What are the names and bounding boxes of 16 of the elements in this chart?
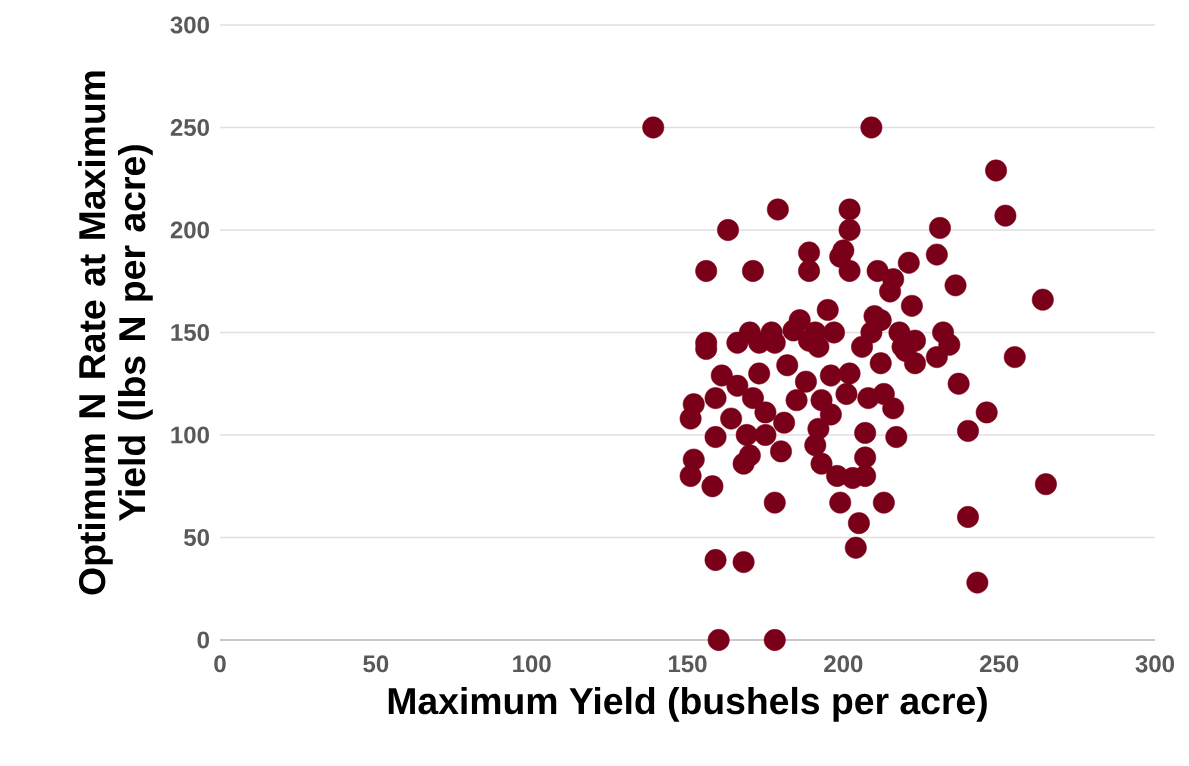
x-tick-label: 150: [668, 655, 707, 673]
x-tick-label: 0: [214, 655, 226, 673]
x-axis-title: Maximum Yield (bushels per acre): [388, 686, 987, 722]
y-tick-label: 200: [170, 221, 209, 239]
y-tick-label: 250: [170, 118, 209, 136]
x-tick-label: 300: [1135, 655, 1175, 673]
y-tick-label: 300: [170, 16, 209, 34]
x-tick-label: 100: [513, 655, 551, 673]
x-tick-label: 50: [363, 655, 389, 673]
x-tick-label: 200: [824, 655, 863, 673]
y-axis-title: Optimum N Rate at Maximum Yield (lbs N per acre): [77, 71, 153, 595]
y-tick-label: 50: [184, 528, 209, 546]
x-tick-label: 250: [979, 655, 1019, 673]
y-tick-label: 100: [171, 426, 209, 444]
y-tick-label: 150: [171, 323, 209, 341]
y-tick-label: 0: [197, 631, 209, 649]
